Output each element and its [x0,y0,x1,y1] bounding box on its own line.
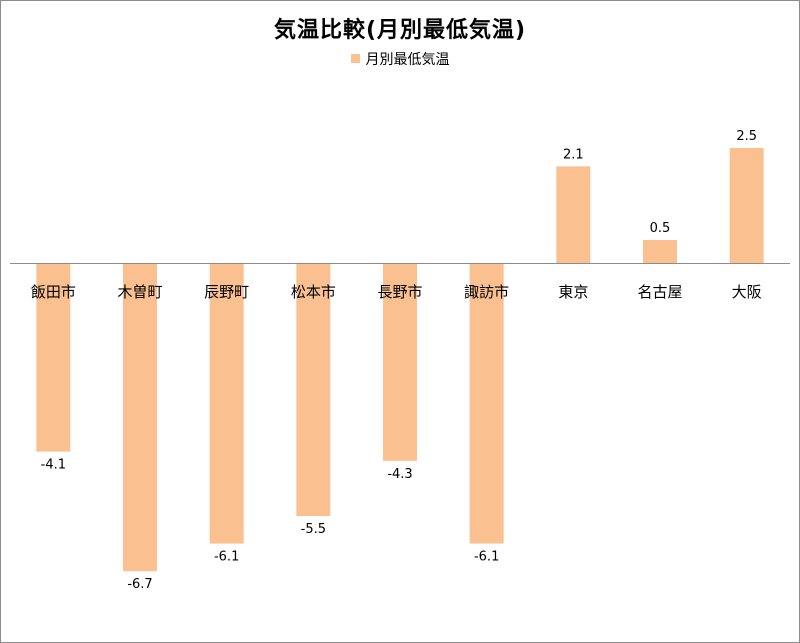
bar-7 [643,240,677,263]
category-label-5: 諏訪市 [464,283,509,301]
data-label-1: -6.7 [127,577,152,592]
category-label-0: 飯田市 [31,283,76,301]
data-label-6: 2.1 [563,147,584,162]
data-label-3: -5.5 [301,522,326,537]
category-label-4: 長野市 [377,283,422,301]
bar-2 [210,263,244,544]
data-label-7: 0.5 [650,221,671,236]
bar-1 [123,263,157,571]
data-label-8: 2.5 [736,129,757,144]
category-label-3: 松本市 [291,283,336,301]
category-label-8: 大阪 [732,283,762,301]
category-label-1: 木曽町 [117,283,162,301]
category-label-7: 名古屋 [637,283,682,301]
bar-6 [556,166,590,263]
data-label-0: -4.1 [41,458,66,473]
bar-8 [730,148,764,263]
data-label-2: -6.1 [214,550,239,565]
category-label-2: 辰野町 [204,283,249,301]
category-label-6: 東京 [558,283,588,301]
bar-5 [470,263,504,544]
data-label-4: -4.3 [387,467,412,482]
data-label-5: -6.1 [474,550,499,565]
